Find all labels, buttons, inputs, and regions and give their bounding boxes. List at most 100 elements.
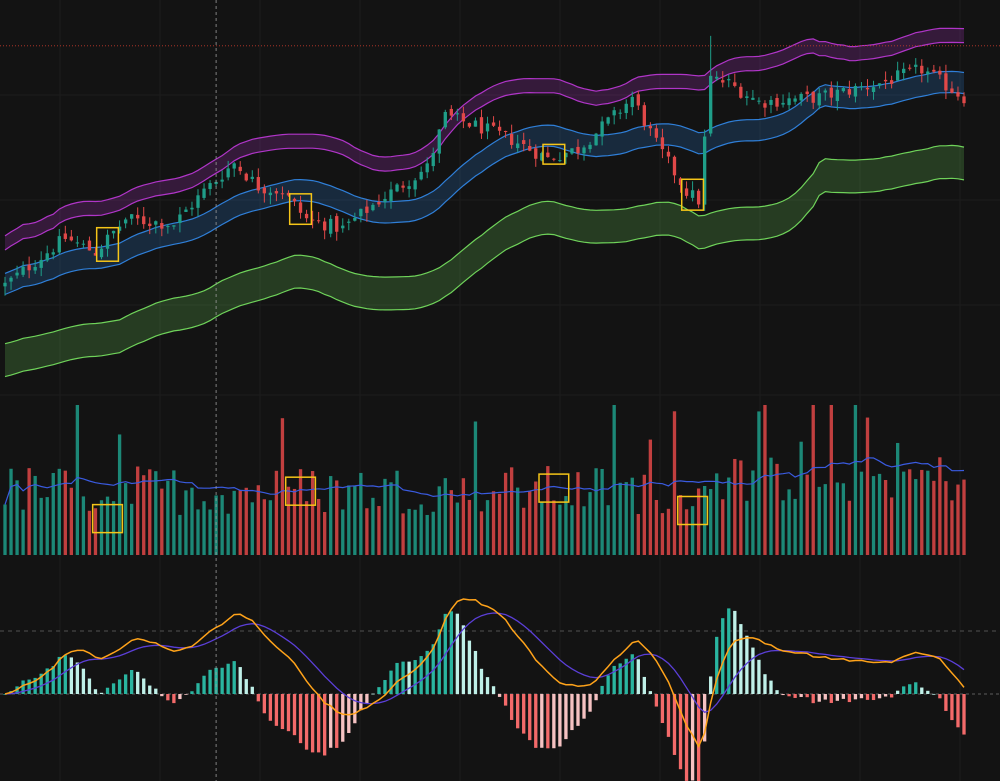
- macd-histogram-bar[interactable]: [624, 658, 628, 694]
- candle-body[interactable]: [15, 272, 19, 276]
- candle-body[interactable]: [497, 126, 502, 131]
- volume-bar[interactable]: [745, 500, 749, 555]
- candle-body[interactable]: [781, 102, 785, 105]
- macd-histogram-bar[interactable]: [479, 668, 484, 694]
- macd-histogram-bar[interactable]: [172, 694, 176, 704]
- candle-body[interactable]: [142, 216, 146, 225]
- volume-bar[interactable]: [889, 497, 894, 555]
- candle-body[interactable]: [582, 147, 586, 154]
- macd-histogram-bar[interactable]: [238, 667, 242, 694]
- macd-histogram-bar[interactable]: [889, 694, 894, 698]
- volume-bar[interactable]: [45, 497, 49, 555]
- candle-body[interactable]: [172, 225, 176, 227]
- volume-bar[interactable]: [570, 505, 574, 555]
- macd-histogram-bar[interactable]: [286, 694, 291, 732]
- volume-bar[interactable]: [286, 486, 291, 555]
- macd-histogram-bar[interactable]: [781, 694, 785, 696]
- macd-histogram-bar[interactable]: [256, 694, 260, 702]
- volume-bar[interactable]: [123, 483, 128, 555]
- macd-histogram-bar[interactable]: [727, 608, 731, 694]
- volume-bar[interactable]: [787, 489, 791, 555]
- candle-body[interactable]: [401, 185, 405, 188]
- volume-bar[interactable]: [763, 405, 767, 555]
- volume-bar[interactable]: [805, 474, 809, 555]
- volume-bar[interactable]: [335, 480, 339, 555]
- volume-bar[interactable]: [582, 506, 586, 555]
- candle-body[interactable]: [377, 202, 381, 205]
- volume-bar[interactable]: [660, 513, 665, 555]
- candle-body[interactable]: [9, 277, 13, 282]
- macd-histogram-bar[interactable]: [111, 683, 116, 694]
- macd-histogram-bar[interactable]: [383, 680, 387, 694]
- macd-histogram-bar[interactable]: [63, 655, 67, 694]
- candle-body[interactable]: [914, 64, 918, 67]
- candle-body[interactable]: [256, 177, 260, 191]
- macd-histogram-bar[interactable]: [950, 694, 954, 721]
- candle-body[interactable]: [226, 168, 230, 178]
- volume-bar[interactable]: [793, 498, 797, 555]
- volume-bar[interactable]: [238, 489, 242, 555]
- candle-body[interactable]: [329, 218, 333, 234]
- macd-histogram-bar[interactable]: [558, 694, 562, 747]
- macd-histogram-bar[interactable]: [745, 635, 749, 694]
- volume-bar[interactable]: [769, 457, 773, 555]
- candle-body[interactable]: [81, 243, 86, 245]
- candle-body[interactable]: [938, 70, 942, 75]
- volume-bar[interactable]: [316, 498, 321, 555]
- volume-bar[interactable]: [528, 491, 532, 555]
- candle-body[interactable]: [642, 105, 646, 126]
- volume-bar[interactable]: [733, 458, 737, 555]
- volume-bar[interactable]: [323, 511, 327, 555]
- candle-body[interactable]: [491, 122, 496, 126]
- candle-body[interactable]: [606, 117, 610, 124]
- macd-histogram-bar[interactable]: [835, 694, 839, 701]
- macd-histogram-bar[interactable]: [190, 691, 194, 694]
- macd-histogram-bar[interactable]: [485, 677, 490, 694]
- macd-histogram-bar[interactable]: [425, 650, 429, 694]
- macd-histogram-bar[interactable]: [570, 694, 574, 731]
- macd-histogram-bar[interactable]: [298, 694, 303, 744]
- volume-bar[interactable]: [739, 460, 743, 555]
- macd-histogram-bar[interactable]: [142, 678, 146, 694]
- macd-histogram-bar[interactable]: [594, 694, 598, 701]
- macd-histogram-bar[interactable]: [902, 686, 906, 694]
- volume-bar[interactable]: [377, 506, 381, 555]
- candle-body[interactable]: [829, 87, 833, 98]
- macd-histogram-bar[interactable]: [823, 694, 827, 700]
- volume-bar[interactable]: [160, 488, 164, 555]
- macd-histogram-bar[interactable]: [347, 694, 351, 734]
- macd-histogram-bar[interactable]: [280, 694, 285, 730]
- macd-histogram-bar[interactable]: [154, 688, 158, 694]
- macd-histogram-bar[interactable]: [310, 694, 315, 753]
- volume-bar[interactable]: [184, 490, 188, 555]
- volume-bar[interactable]: [425, 514, 429, 555]
- macd-histogram-bar[interactable]: [87, 678, 92, 694]
- candle-body[interactable]: [407, 186, 411, 189]
- macd-histogram-bar[interactable]: [715, 636, 719, 694]
- candle-body[interactable]: [811, 91, 815, 103]
- macd-histogram-bar[interactable]: [672, 694, 677, 755]
- candle-body[interactable]: [220, 179, 224, 182]
- volume-bar[interactable]: [865, 417, 870, 555]
- candle-body[interactable]: [618, 112, 622, 114]
- volume-bar[interactable]: [606, 505, 610, 555]
- volume-bar[interactable]: [27, 468, 31, 555]
- candle-body[interactable]: [63, 233, 67, 239]
- volume-bar[interactable]: [473, 421, 478, 555]
- candle-body[interactable]: [588, 144, 592, 150]
- volume-bar[interactable]: [9, 468, 13, 555]
- candle-body[interactable]: [202, 188, 206, 198]
- macd-histogram-bar[interactable]: [775, 690, 779, 694]
- candle-body[interactable]: [473, 120, 478, 127]
- volume-bar[interactable]: [57, 468, 61, 555]
- volume-bar[interactable]: [799, 441, 803, 555]
- macd-histogram-bar[interactable]: [684, 694, 689, 781]
- macd-histogram-bar[interactable]: [678, 694, 683, 770]
- macd-histogram-bar[interactable]: [81, 668, 86, 694]
- volume-bar[interactable]: [938, 457, 942, 555]
- candle-body[interactable]: [39, 259, 43, 268]
- candle-body[interactable]: [33, 266, 37, 271]
- candle-body[interactable]: [636, 94, 640, 106]
- candle-body[interactable]: [889, 80, 894, 84]
